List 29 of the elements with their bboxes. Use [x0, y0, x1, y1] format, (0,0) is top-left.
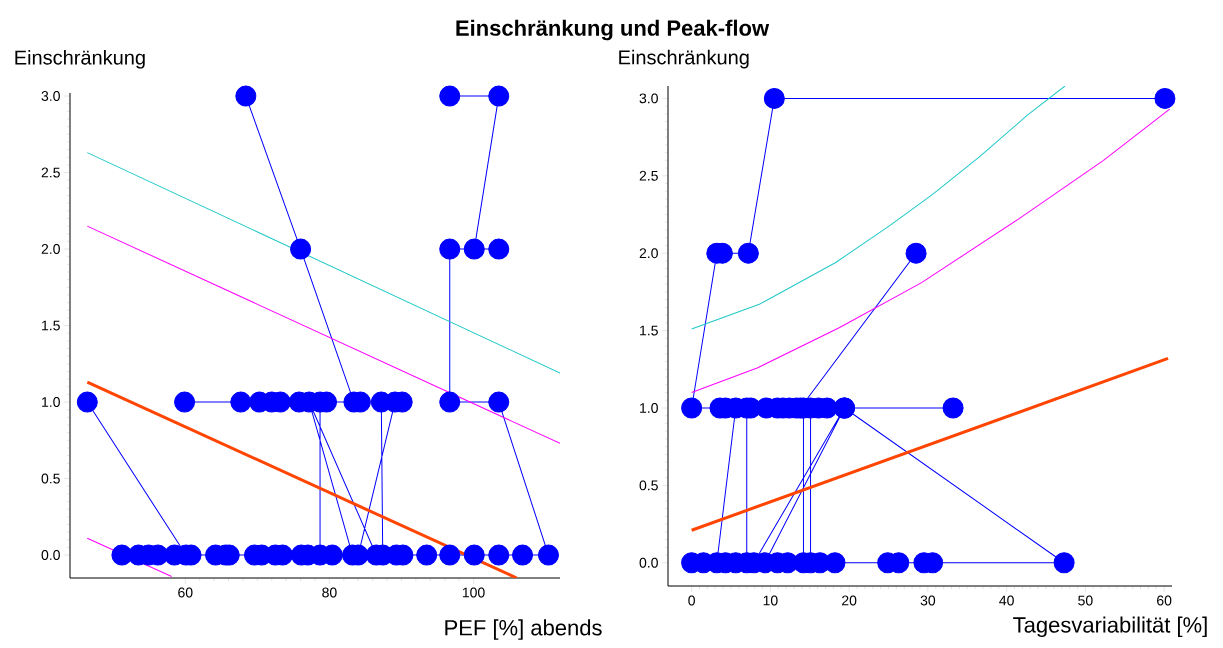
- y-axis-title: Einschränkung: [15, 49, 145, 69]
- y-tick-label: 3.0: [639, 93, 658, 104]
- x-axis-title: Tagesvariabilität [%]: [1013, 616, 1207, 638]
- y-tick-label: 0.5: [41, 473, 60, 484]
- y-tick-label: 2.5: [41, 167, 60, 178]
- x-tick-label: 60: [178, 587, 193, 598]
- y-tick-label: 0.0: [41, 550, 60, 561]
- y-axis-title: Einschränkung: [619, 49, 749, 69]
- y-tick-label: 2.0: [41, 244, 60, 255]
- x-tick-label: 0: [688, 595, 695, 606]
- y-tick-label: 1.0: [42, 397, 60, 408]
- x-tick-label: 30: [920, 595, 936, 606]
- x-tick-label: 50: [1078, 595, 1093, 606]
- y-tick-label: 2.0: [639, 248, 658, 259]
- x-tick-label: 40: [999, 595, 1014, 606]
- x-tick-label: 60: [1157, 595, 1172, 606]
- x-tick-label: 10: [763, 595, 778, 606]
- x-tick-label: 80: [322, 587, 337, 598]
- y-tick-label: 0.0: [639, 557, 658, 568]
- y-tick-label: 3.0: [41, 91, 60, 102]
- x-tick-label: 20: [842, 595, 857, 606]
- y-tick-label: 1.5: [640, 325, 658, 336]
- text: Einschränkung und Peak-flow: [456, 19, 770, 41]
- y-tick-label: 2.5: [639, 170, 658, 181]
- y-tick-label: 1.0: [640, 403, 658, 413]
- y-tick-label: 1.5: [42, 320, 60, 331]
- y-tick-label: 0.5: [639, 480, 658, 491]
- x-axis-title: PEF [%] abends: [445, 619, 602, 640]
- x-tick-label: 100: [462, 587, 485, 598]
